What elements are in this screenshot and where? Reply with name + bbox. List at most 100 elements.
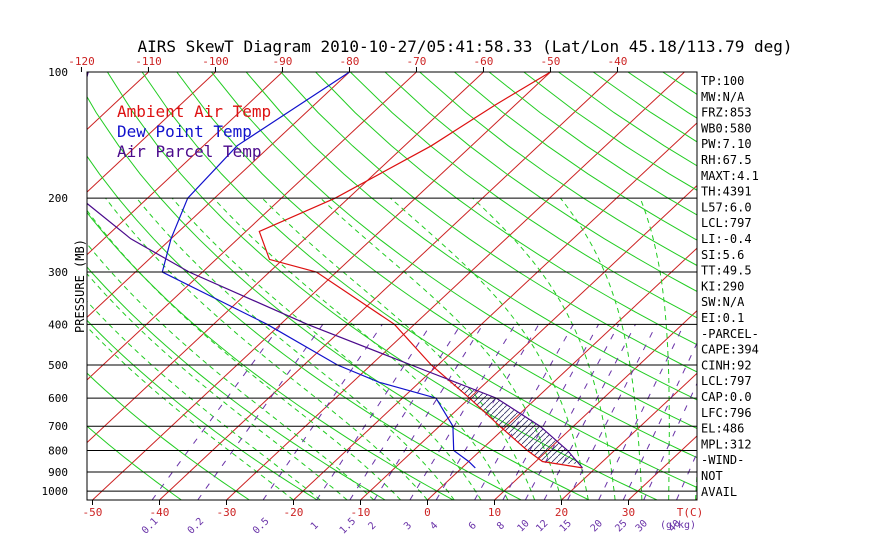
moist-adiabat-line [171, 197, 482, 500]
dry-adiabat-line [106, 72, 658, 500]
plot-frame [86, 71, 698, 501]
index-entry: CAPE:394 [701, 343, 759, 357]
moist-adiabat-line [639, 198, 670, 500]
pressure-tick-label: 300 [48, 266, 68, 279]
top-temp-tick-label: -50 [541, 55, 561, 68]
index-entry: SW:N/A [701, 295, 745, 309]
mixing-ratio-label: 1.5 [338, 516, 359, 537]
dry-adiabat-line [419, 72, 697, 267]
moist-adiabat-line [87, 326, 294, 500]
dry-adiabat-line [245, 72, 697, 401]
index-entry: CINH:92 [701, 358, 752, 372]
index-entry: TH:4391 [701, 185, 752, 199]
dry-adiabat-line [627, 72, 697, 119]
index-entry: L57:6.0 [701, 200, 752, 214]
index-entry: TT:49.5 [701, 264, 752, 278]
index-entry: MW:N/A [701, 90, 745, 104]
bottom-temp-tick-label: 0 [424, 506, 431, 519]
mixing-ratio-line [543, 324, 636, 500]
mixing-ratio-label: 1 [309, 520, 321, 532]
isotherm-line [159, 72, 618, 500]
mixing-ratio-label: 6 [467, 520, 479, 532]
index-entry: MPL:312 [701, 437, 752, 451]
isotherm-line [87, 72, 216, 193]
mixing-ratio-line [567, 324, 657, 500]
pressure-tick-label: 1000 [42, 485, 69, 498]
index-entry: SI:5.6 [701, 248, 744, 262]
dry-adiabat-line [384, 72, 697, 292]
bottom-temp-unit: T(C) [677, 506, 704, 519]
moist-adiabat-line [390, 197, 589, 500]
dry-adiabat-line [87, 95, 590, 500]
index-entry: CAP:0.0 [701, 390, 752, 404]
dry-adiabat-line [87, 319, 318, 500]
top-temp-tick-label: -60 [474, 55, 494, 68]
index-entry: LCL:797 [701, 374, 752, 388]
top-temp-tick-label: -90 [273, 55, 293, 68]
dry-adiabat-line [211, 72, 697, 430]
series-line-ambient-air-temp [258, 72, 583, 469]
mixing-ratio-label: 8 [495, 520, 507, 532]
pressure-axis-label: PRESSURE (MB) [73, 239, 87, 333]
chart-title: AIRS SkewT Diagram 2010-10-27/05:41:58.3… [137, 37, 792, 56]
dry-adiabat-line [349, 72, 697, 319]
isotherm-line [628, 435, 697, 500]
index-entry: NOT [701, 469, 723, 483]
dry-adiabat-line [87, 155, 522, 500]
mixing-ratio-label: 4 [428, 520, 440, 532]
moist-adiabat-line [560, 197, 643, 500]
isotherm-line [293, 122, 697, 500]
mixing-ratio-label: 0.5 [251, 516, 272, 537]
mixing-ratio-label: 15 [558, 518, 574, 534]
top-temp-tick-label: -80 [340, 55, 360, 68]
moist-adiabat-line [105, 197, 428, 500]
isotherm-line [226, 72, 685, 500]
index-entry: EL:486 [701, 422, 744, 436]
bottom-temp-tick-label: -50 [83, 506, 103, 519]
isotherm-line [427, 247, 697, 500]
moist-adiabat-line [213, 197, 509, 500]
moist-adiabat-line [87, 209, 402, 500]
moist-adiabat-line [320, 197, 562, 500]
mixing-ratio-line [474, 324, 574, 500]
legend-entry: Dew Point Temp [117, 122, 252, 141]
bottom-temp-tick-label: 30 [622, 506, 635, 519]
moist-adiabat-line [87, 273, 348, 500]
pressure-tick-label: 800 [48, 445, 68, 458]
index-entry: LCL:797 [701, 216, 752, 230]
cape-hatch-area [444, 379, 579, 464]
mixing-ratio-label: 25 [613, 518, 629, 534]
pressure-tick-label: 900 [48, 466, 68, 479]
index-entry: MAXT:4.1 [701, 169, 759, 183]
mixing-ratio-line [622, 342, 697, 500]
dry-adiabat-line [176, 72, 697, 459]
index-entry: -WIND- [701, 453, 744, 467]
mixing-ratio-line [197, 324, 324, 500]
index-entry: LI:-0.4 [701, 232, 752, 246]
top-temp-tick-label: -40 [608, 55, 628, 68]
index-entry: LFC:796 [701, 406, 752, 420]
dry-adiabat-line [87, 425, 182, 500]
mixing-ratio-line [598, 324, 685, 500]
pressure-tick-label: 200 [48, 192, 68, 205]
isotherm-line [87, 72, 484, 444]
dry-adiabat-line [280, 72, 697, 373]
pressure-tick-label: 700 [48, 420, 68, 433]
mixing-ratio-line [676, 451, 697, 500]
dry-adiabat-line [315, 72, 697, 346]
dry-adiabat-line [662, 72, 697, 95]
mixing-ratio-label: 12 [534, 518, 550, 534]
top-temp-tick-label: -110 [135, 55, 162, 68]
index-entry: KI:290 [701, 279, 744, 293]
mixing-ratio-line [643, 382, 697, 500]
legend-entry: Ambient Air Temp [117, 102, 271, 121]
isotherm-line [762, 72, 870, 500]
dry-adiabat-line [87, 266, 386, 500]
mixing-ratio-line [409, 324, 516, 500]
bottom-temp-tick-label: -40 [150, 506, 170, 519]
pressure-tick-label: 400 [48, 318, 68, 331]
mixing-ratio-label: 2 [366, 520, 378, 532]
isotherm-line [0, 72, 14, 500]
mixing-ratio-label: 3 [402, 520, 414, 532]
